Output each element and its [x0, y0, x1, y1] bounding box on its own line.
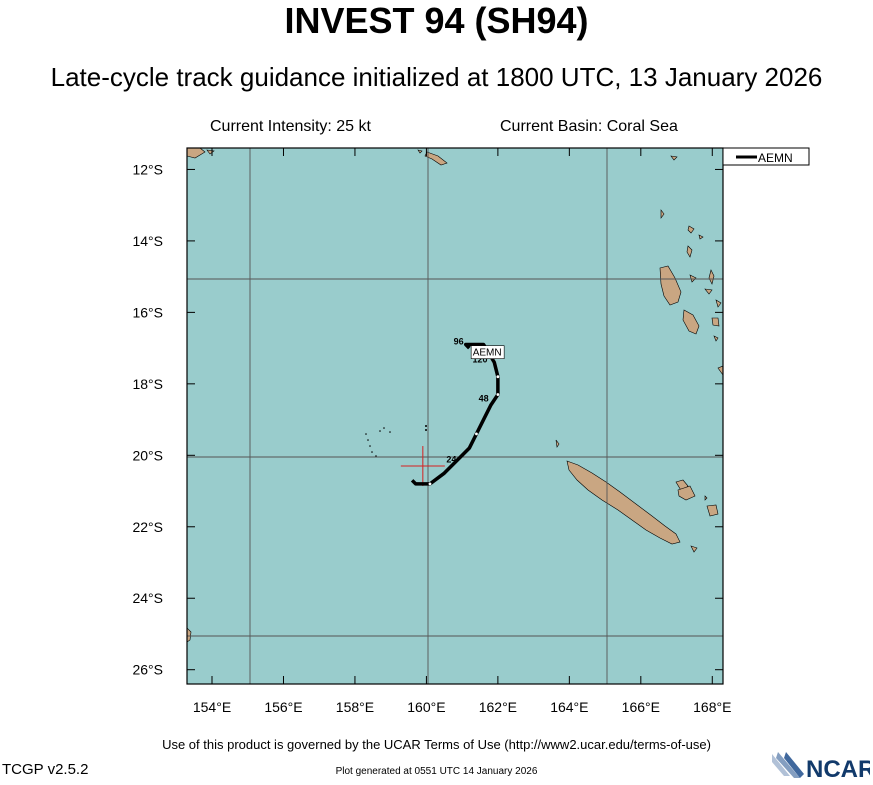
track-point-marker: [496, 375, 500, 379]
land-efate: [711, 317, 720, 327]
current-basin: Current Basin: Coral Sea: [500, 118, 678, 135]
map-frame: [186, 147, 724, 685]
lat-tick-label: 20°S: [132, 447, 163, 463]
land-ambae: [689, 274, 697, 283]
lon-tick-label: 168°E: [693, 699, 731, 715]
land-grande-terre: [566, 460, 681, 545]
track-point-marker: [428, 482, 432, 486]
track-end-label-box: [470, 345, 505, 359]
land-walpole: [704, 495, 708, 501]
ncar-logo-mark: NCAR: [772, 752, 873, 783]
track-point-marker: [475, 432, 478, 436]
land-pentecost: [708, 269, 715, 285]
lat-tick-label: 24°S: [132, 590, 163, 606]
land-belep: [555, 439, 560, 448]
land-malekula: [682, 309, 700, 335]
legend-label-aemn: AEMN: [758, 151, 793, 165]
land-shepherd: [713, 335, 719, 342]
land-rennell: [424, 151, 448, 166]
lat-tick-label: 18°S: [132, 376, 163, 392]
chart-title: INVEST 94 (SH94): [284, 0, 589, 41]
lon-tick-label: 166°E: [622, 699, 660, 715]
ncar-logo-text: NCAR: [806, 756, 870, 780]
land-merelava: [698, 234, 704, 240]
legend: AEMN: [722, 147, 810, 166]
track-point-marker: [496, 393, 500, 396]
land-chesterfield-islets: [365, 425, 427, 457]
lon-tick-label: 162°E: [479, 699, 517, 715]
lat-tick-label: 12°S: [132, 161, 163, 177]
lon-tick-label: 164°E: [550, 699, 588, 715]
legend-box: [722, 147, 810, 166]
land-australia-edge: [187, 627, 192, 643]
land-torres: [670, 155, 678, 161]
version-label: TCGP v2.5.2: [2, 761, 89, 778]
track-end-label: AEMN: [473, 348, 502, 359]
lat-tick-label: 26°S: [132, 662, 163, 678]
track-hour-label: 96: [454, 337, 464, 347]
land-mare: [706, 504, 719, 517]
land-gaua: [687, 225, 695, 234]
land-epi: [715, 299, 722, 308]
lon-tick-label: 160°E: [407, 699, 445, 715]
land-ambrym: [704, 288, 713, 295]
land-solomon-west: [187, 148, 206, 159]
ncar-logo: NCAR: [770, 750, 873, 783]
track-hour-label: 24: [446, 454, 456, 464]
track-hour-label: 120: [472, 354, 487, 364]
land-lifou: [677, 485, 696, 501]
track-hour-label: 48: [479, 394, 489, 404]
land-isle-of-pines: [690, 545, 698, 553]
current-position-marker: [400, 446, 445, 487]
land-masses: [187, 148, 723, 643]
chart-subtitle: Late-cycle track guidance initialized at…: [50, 62, 823, 92]
land-bellona: [417, 149, 423, 154]
lat-tick-label: 16°S: [132, 304, 163, 320]
current-intensity: Current Intensity: 25 kt: [210, 118, 371, 135]
terms-of-use: Use of this product is governed by the U…: [162, 737, 711, 752]
lon-tick-label: 158°E: [336, 699, 374, 715]
gridlines: [187, 148, 723, 684]
land-erromango: [717, 365, 723, 376]
generated-timestamp: Plot generated at 0551 UTC 14 January 20…: [335, 766, 538, 777]
lat-tick-label: 14°S: [132, 233, 163, 249]
land-maewo: [686, 245, 693, 258]
lon-tick-label: 154°E: [193, 699, 231, 715]
ocean-background: [187, 148, 723, 684]
map-axes: 154°E 156°E 158°E 160°E 162°E 164°E 166°E 168°E…: [132, 148, 731, 715]
lat-tick-label: 22°S: [132, 519, 163, 535]
land-espiritu-santo: [659, 265, 682, 306]
lon-tick-label: 156°E: [264, 699, 302, 715]
land-banks: [660, 209, 665, 219]
